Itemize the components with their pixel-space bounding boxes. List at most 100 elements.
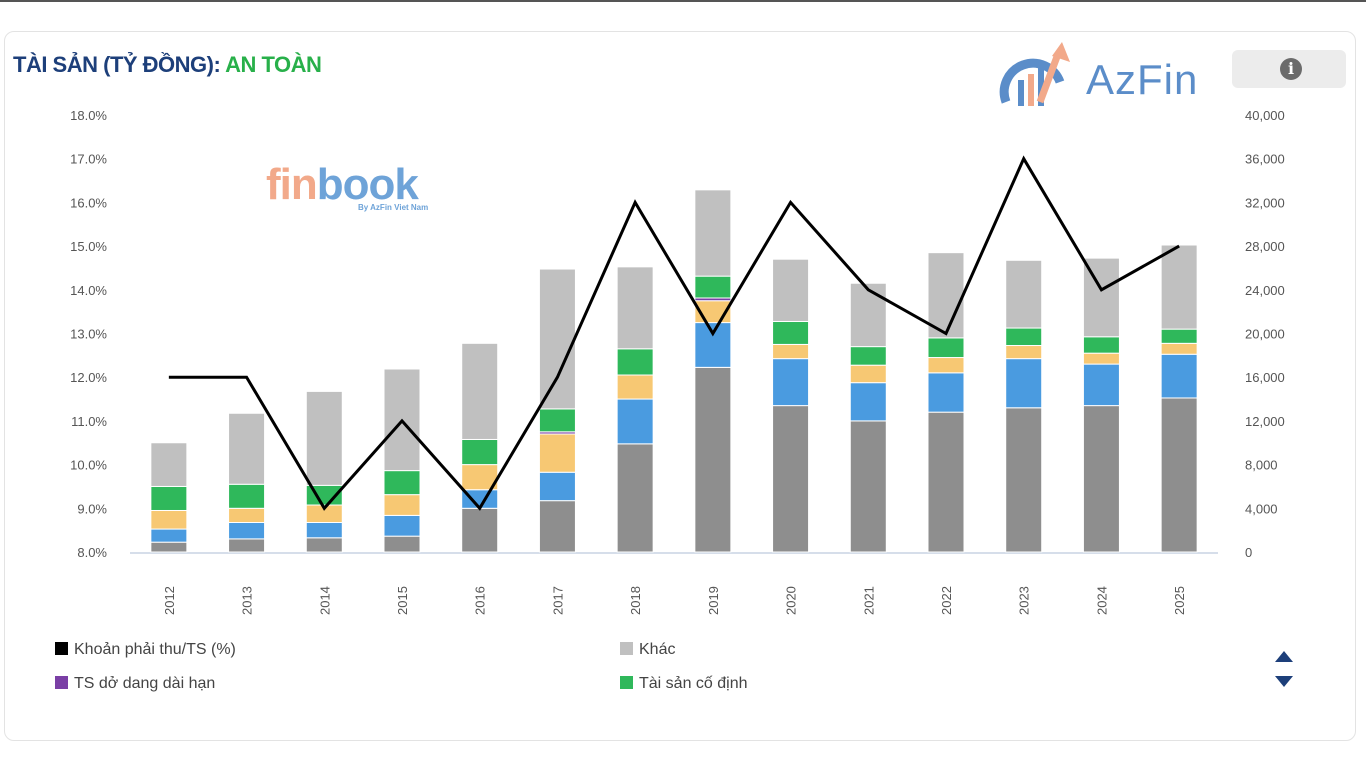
bar-segment-series-4 <box>694 275 732 299</box>
page-title: TÀI SẢN (TỶ ĐỒNG): AN TOÀN <box>13 52 322 78</box>
bar-segment-series-2 <box>1082 352 1120 365</box>
bar-segment-series-0 <box>538 500 576 553</box>
bar-segment-series-4 <box>927 337 965 359</box>
legend-item-khac[interactable]: Khác <box>620 641 675 659</box>
bar-segment-series-2 <box>1005 345 1043 360</box>
y-right-tick-label: 16,000 <box>1245 370 1285 385</box>
bar-segment-series-1 <box>849 382 887 422</box>
bar-segment-series-4 <box>150 485 188 511</box>
x-tick-label: 2015 <box>395 586 410 615</box>
bar-segment-series-2 <box>772 343 810 360</box>
x-tick-label: 2024 <box>1094 586 1109 615</box>
chart-card <box>4 31 1356 741</box>
receivables-ratio-line <box>168 155 1180 511</box>
y-right-tick-label: 12,000 <box>1245 414 1285 429</box>
y-right-tick-label: 36,000 <box>1245 152 1285 167</box>
legend-page-down-icon[interactable] <box>1274 674 1294 688</box>
y-left-tick-label: 10.0% <box>70 458 107 473</box>
bar-segment-series-0 <box>1160 397 1198 553</box>
finbook-subtitle: By AzFin Viet Nam <box>358 203 429 212</box>
bar-segment-series-5 <box>849 282 887 348</box>
y-left-tick-label: 15.0% <box>70 239 107 254</box>
bar-segment-series-4 <box>383 470 421 496</box>
legend-page-up-icon[interactable] <box>1274 650 1294 664</box>
bar-segment-series-1 <box>616 398 654 445</box>
bar-segment-series-0 <box>772 405 810 553</box>
bar-segment-series-0 <box>305 537 343 553</box>
bar-segment-series-2 <box>150 509 188 530</box>
x-tick-label: 2023 <box>1017 586 1032 615</box>
bar-segment-series-4 <box>461 438 499 466</box>
bar-segment-series-4 <box>849 346 887 366</box>
bar-segment-series-2 <box>1160 342 1198 355</box>
bar-segment-series-4 <box>616 348 654 376</box>
bar-segment-series-5 <box>772 258 810 322</box>
bar-segment-series-0 <box>150 541 188 553</box>
bar-segment-series-5 <box>538 268 576 410</box>
x-tick-label: 2012 <box>162 586 177 615</box>
bar-segment-series-0 <box>461 507 499 553</box>
bar-segment-series-1 <box>694 322 732 368</box>
y-left-tick-label: 8.0% <box>77 545 107 560</box>
bar-segment-series-1 <box>1160 353 1198 399</box>
x-tick-label: 2020 <box>784 586 799 615</box>
bar-segment-series-5 <box>694 189 732 277</box>
finbook-logo: finbook <box>266 160 419 210</box>
x-tick-label: 2019 <box>706 586 721 615</box>
title-status: AN TOÀN <box>225 52 322 77</box>
legend-label: Khoản phải thu/TS (%) <box>74 641 236 658</box>
legend-item-receivables[interactable]: Khoản phải thu/TS (%) <box>55 641 236 659</box>
bar-segment-series-4 <box>1082 336 1120 354</box>
legend-swatch <box>55 642 68 655</box>
bar-segment-series-4 <box>1160 328 1198 344</box>
y-left-tick-label: 17.0% <box>70 152 107 167</box>
bar-segment-series-2 <box>538 433 576 473</box>
bar-segment-series-1 <box>538 471 576 502</box>
y-left-tick-label: 11.0% <box>71 414 107 429</box>
legend-swatch <box>620 642 633 655</box>
top-border-line <box>0 0 1366 2</box>
bar-segment-series-1 <box>228 522 266 540</box>
bar-segment-series-4 <box>228 483 266 509</box>
legend-label: Khác <box>639 641 676 658</box>
y-left-tick-label: 13.0% <box>70 327 107 342</box>
bar-segment-series-5 <box>616 266 654 350</box>
legend-label: Tài sản cố định <box>639 675 748 692</box>
bar-segment-series-1 <box>305 522 343 539</box>
bar-segment-series-5 <box>150 442 188 487</box>
bar-segment-series-2 <box>616 374 654 400</box>
x-tick-label: 2016 <box>473 586 488 615</box>
info-icon: i <box>1280 58 1302 80</box>
bar-segment-series-1 <box>1082 363 1120 407</box>
legend-item-long-term-wip[interactable]: TS dở dang dài hạn <box>55 675 215 693</box>
legend-swatch <box>55 676 68 689</box>
y-left-tick-label: 14.0% <box>70 283 107 298</box>
bar-segment-series-0 <box>616 443 654 553</box>
y-right-tick-label: 20,000 <box>1245 327 1285 342</box>
y-right-tick-label: 8,000 <box>1245 458 1278 473</box>
legend-item-fixed-assets[interactable]: Tài sản cố định <box>620 675 748 693</box>
bar-segment-series-0 <box>927 411 965 553</box>
x-tick-label: 2017 <box>550 586 565 615</box>
bar-segment-series-4 <box>538 408 576 433</box>
bar-segment-series-1 <box>150 528 188 543</box>
bar-segment-series-2 <box>383 494 421 516</box>
bar-segment-series-1 <box>383 514 421 537</box>
y-right-tick-label: 0 <box>1245 545 1252 560</box>
title-main: TÀI SẢN (TỶ ĐỒNG): <box>13 52 226 77</box>
y-left-tick-label: 9.0% <box>77 501 107 516</box>
y-left-tick-label: 16.0% <box>70 195 107 210</box>
info-button[interactable]: i <box>1232 50 1346 88</box>
bar-segment-series-1 <box>1005 358 1043 409</box>
y-right-tick-label: 40,000 <box>1245 108 1285 123</box>
azfin-logo-icon <box>996 40 1080 119</box>
y-right-tick-label: 24,000 <box>1245 283 1285 298</box>
x-tick-label: 2025 <box>1172 586 1187 615</box>
finbook-logo-part-a: fin <box>266 160 318 209</box>
bar-segment-series-0 <box>1082 405 1120 553</box>
x-tick-label: 2022 <box>939 586 954 615</box>
bar-segment-series-0 <box>228 538 266 553</box>
bar-segment-series-5 <box>1005 259 1043 329</box>
y-right-tick-label: 32,000 <box>1245 195 1285 210</box>
bar-segment-series-5 <box>461 342 499 440</box>
